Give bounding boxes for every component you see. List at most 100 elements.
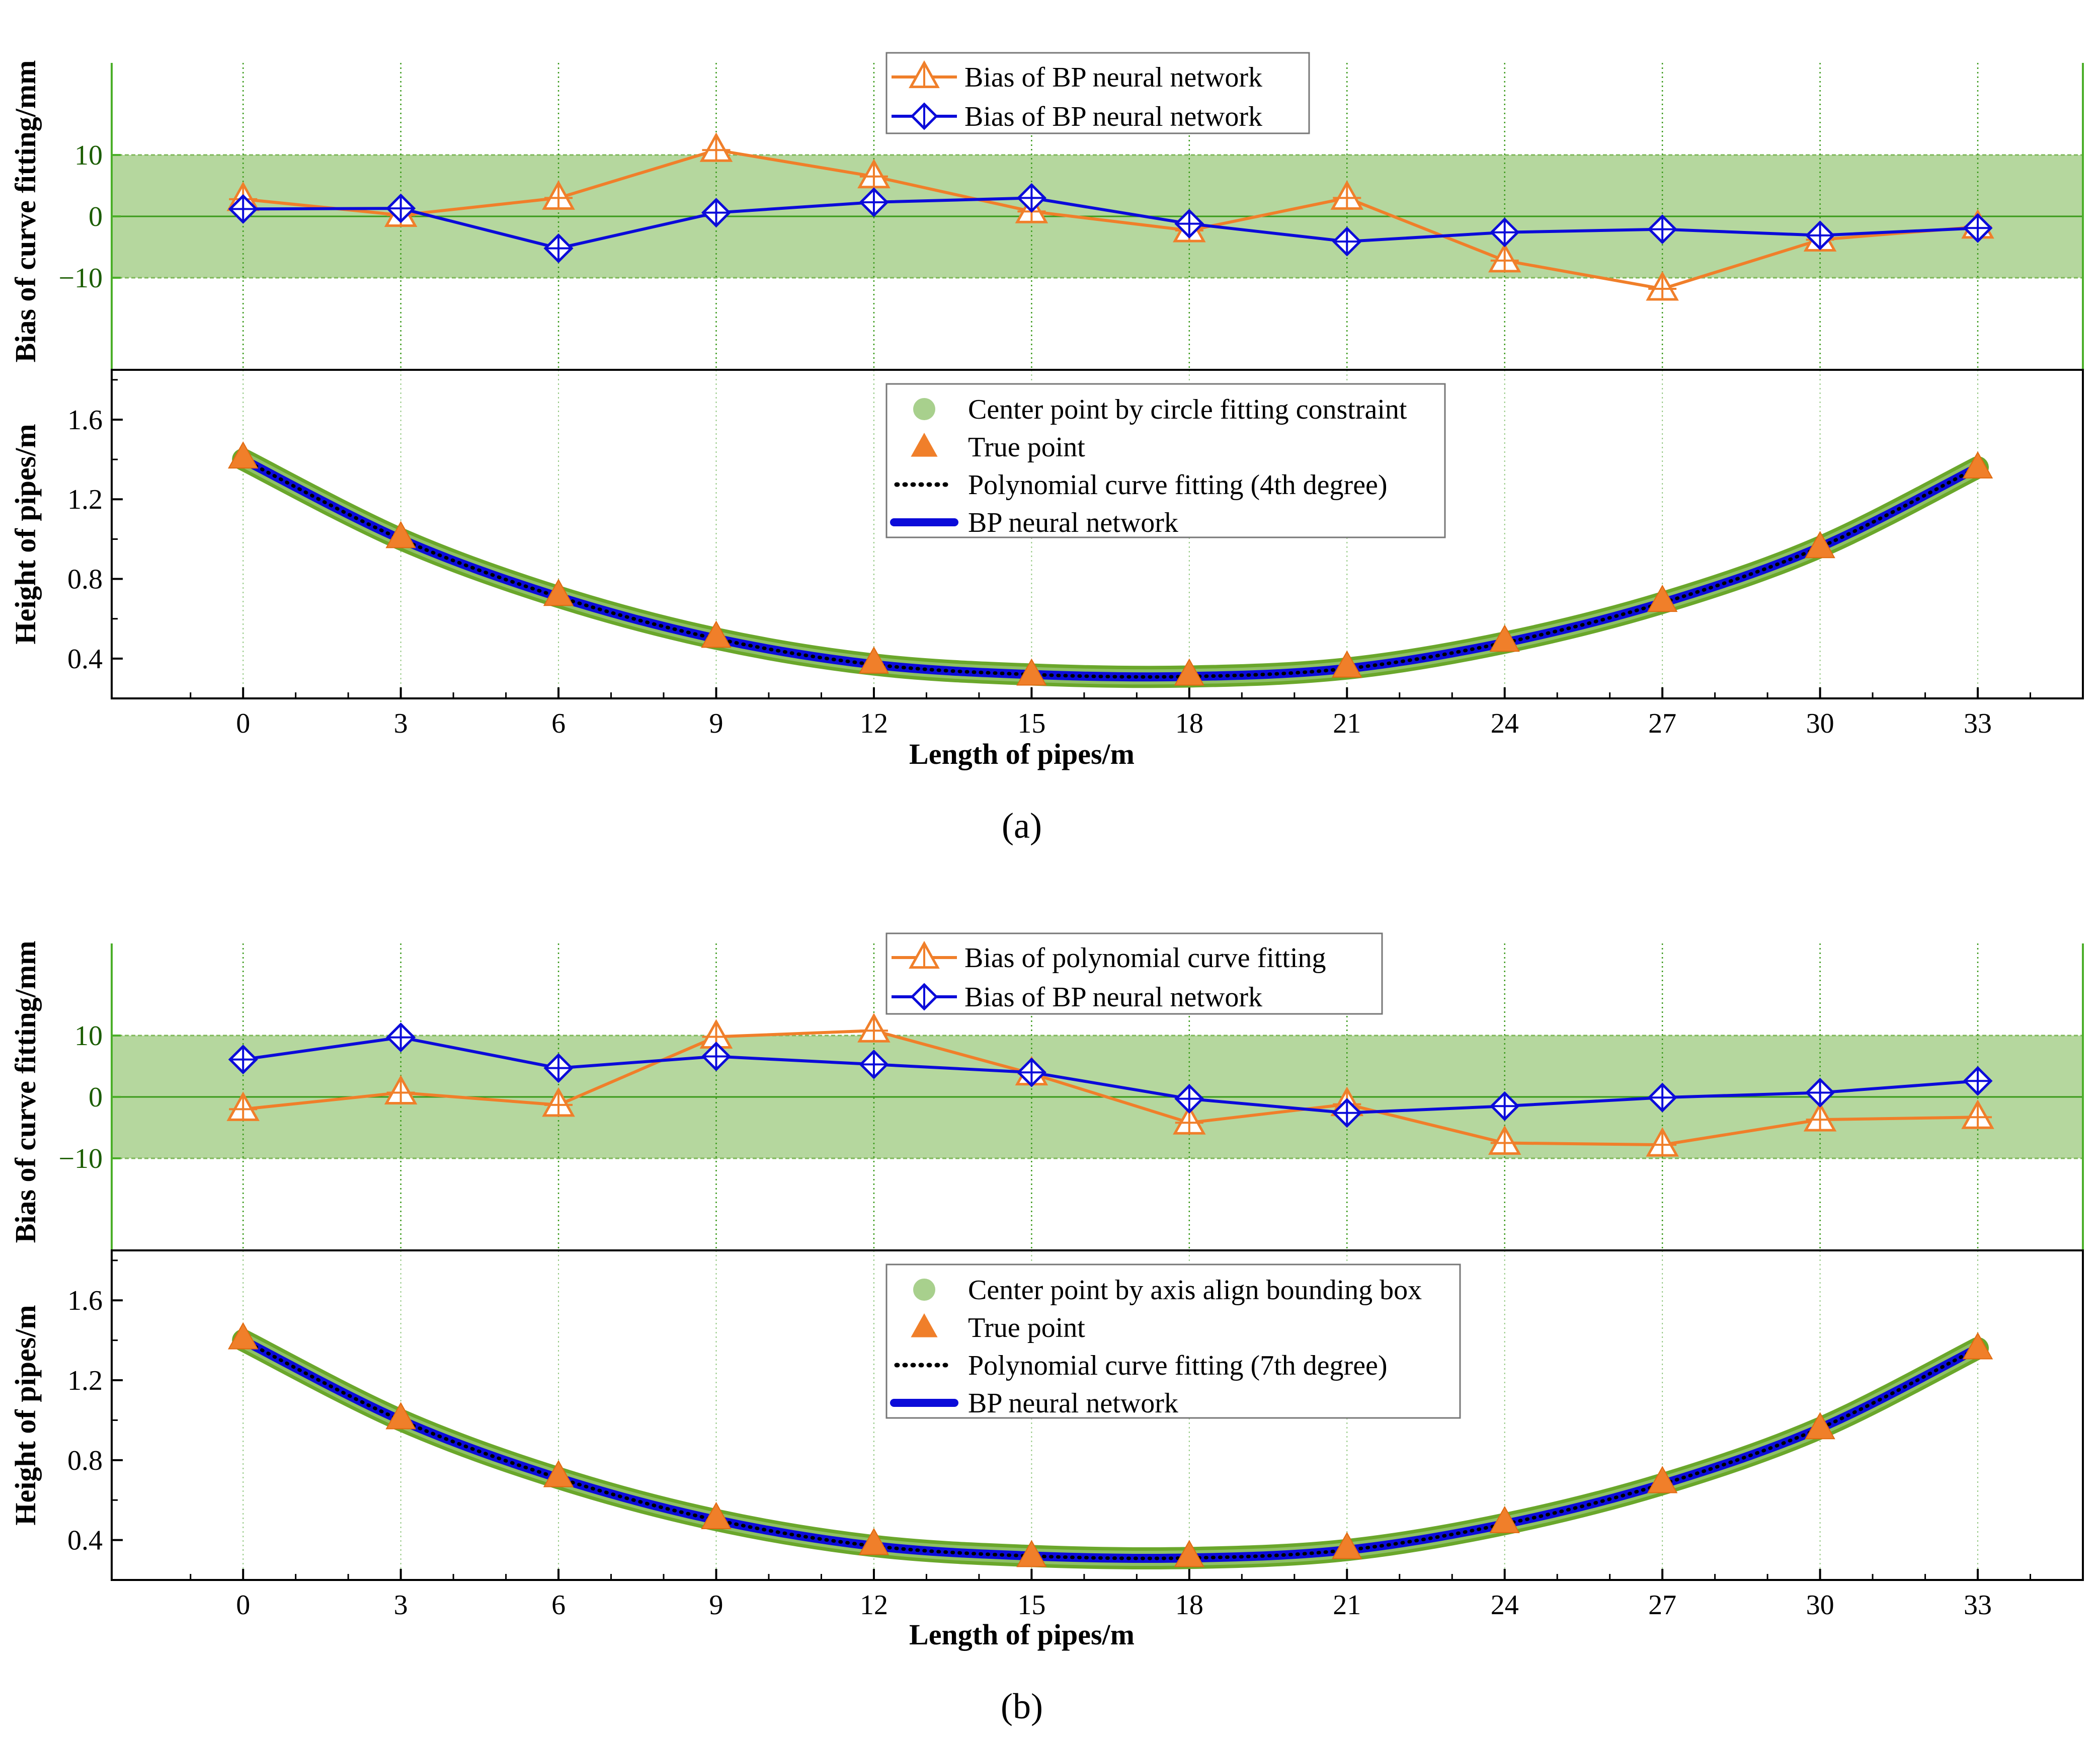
polynomial-fit-curve bbox=[241, 1338, 1980, 1560]
true-point-marker bbox=[701, 1501, 732, 1529]
panel-a: 10 0 −10 Bias of curve fitting/mm Bias of BP… bbox=[9, 52, 2084, 846]
true-point-marker bbox=[543, 1460, 574, 1487]
true-point-marker bbox=[1332, 1532, 1362, 1559]
bottom-x-tick-label: 6 bbox=[551, 708, 566, 739]
bottom-x-tick-label: 12 bbox=[860, 1590, 888, 1621]
series-line-orange bbox=[243, 1029, 1978, 1147]
true-point-marker bbox=[385, 521, 416, 548]
bottom-y-tick-label: 0.8 bbox=[67, 564, 103, 595]
legend-center-point-swatch bbox=[913, 398, 935, 420]
top-legend-label: Bias of BP neural network bbox=[964, 982, 1262, 1013]
top-legend-label: Bias of BP neural network bbox=[964, 62, 1262, 93]
bottom-legend-label: True point bbox=[968, 432, 1085, 463]
bottom-x-tick-label: 0 bbox=[236, 708, 250, 739]
top-y-tick-label: 0 bbox=[89, 201, 103, 232]
panel-b: 10 0 −10 Bias of curve fitting/mm Bias of po… bbox=[9, 932, 2084, 1726]
bottom-legend-label: Center point by axis align bounding box bbox=[968, 1275, 1422, 1306]
true-point-marker bbox=[1805, 531, 1835, 559]
bottom-y-tick-label: 0.4 bbox=[67, 1525, 103, 1556]
x-axis-title: Length of pipes/m bbox=[909, 738, 1135, 770]
bottom-x-tick-label: 9 bbox=[709, 1590, 723, 1621]
bottom-x-tick-label: 33 bbox=[1964, 708, 1992, 739]
bottom-legend-label: Polynomial curve fitting (4th degree) bbox=[968, 469, 1388, 501]
series-line-blue bbox=[243, 1036, 1978, 1115]
bottom-y-tick-label: 1.2 bbox=[67, 484, 103, 515]
true-point-marker bbox=[1489, 1506, 1520, 1533]
polynomial-fit-curve bbox=[241, 457, 1980, 679]
bottom-legend-label: True point bbox=[968, 1312, 1085, 1343]
bottom-x-tick-label: 27 bbox=[1648, 1590, 1676, 1621]
bottom-x-tick-label: 21 bbox=[1333, 1590, 1361, 1621]
bottom-legend-label: BP neural network bbox=[968, 507, 1178, 538]
bottom-x-tick-label: 30 bbox=[1806, 708, 1834, 739]
bottom-x-tick-label: 6 bbox=[551, 1590, 566, 1621]
bottom-x-tick-label: 3 bbox=[394, 1590, 408, 1621]
true-point-marker bbox=[227, 441, 259, 469]
true-point-marker bbox=[1016, 658, 1047, 686]
true-point-marker bbox=[1174, 1540, 1205, 1567]
true-point-marker bbox=[385, 1402, 416, 1430]
bottom-x-tick-label: 18 bbox=[1175, 708, 1203, 739]
bottom-x-tick-label: 21 bbox=[1333, 708, 1361, 739]
bottom-y-tick-label: 1.2 bbox=[67, 1365, 103, 1396]
legend-true-point-swatch bbox=[911, 433, 938, 457]
bottom-legend-label: BP neural network bbox=[968, 1388, 1178, 1419]
bottom-y-tick-label: 1.6 bbox=[67, 1285, 103, 1316]
bottom-legend-label: Polynomial curve fitting (7th degree) bbox=[968, 1350, 1388, 1381]
bottom-y-tick-label: 1.6 bbox=[67, 405, 103, 436]
top-y-tick-label: 10 bbox=[74, 1020, 103, 1052]
top-y-tick-label: −10 bbox=[58, 263, 103, 294]
bottom-y-axis-title: Height of pipes/m bbox=[9, 1305, 42, 1525]
series-line-blue bbox=[243, 196, 1978, 250]
true-point-marker bbox=[1174, 658, 1205, 686]
true-point-marker bbox=[1647, 585, 1678, 612]
top-y-tick-label: −10 bbox=[58, 1143, 103, 1174]
true-point-marker bbox=[1647, 1466, 1678, 1493]
bottom-x-tick-label: 9 bbox=[709, 708, 723, 739]
true-point-marker bbox=[227, 1322, 259, 1350]
bottom-x-tick-label: 33 bbox=[1964, 1590, 1992, 1621]
top-legend-label: Bias of BP neural network bbox=[964, 101, 1262, 132]
true-point-marker bbox=[1332, 650, 1362, 678]
top-legend-box bbox=[885, 52, 1310, 134]
bottom-x-tick-label: 0 bbox=[236, 1590, 250, 1621]
top-legend-box bbox=[885, 932, 1383, 1015]
true-point-marker bbox=[543, 579, 574, 606]
true-point-marker bbox=[701, 620, 732, 648]
true-point-marker bbox=[1016, 1540, 1047, 1567]
true-point-marker bbox=[1489, 624, 1520, 652]
bottom-y-axis-title: Height of pipes/m bbox=[9, 424, 42, 644]
bottom-x-tick-label: 24 bbox=[1491, 708, 1519, 739]
bottom-x-tick-label: 15 bbox=[1017, 708, 1045, 739]
x-axis-title: Length of pipes/m bbox=[909, 1618, 1135, 1651]
true-point-marker bbox=[1962, 1332, 1993, 1360]
bottom-plot-frame bbox=[111, 1249, 2084, 1581]
true-point-marker bbox=[1962, 451, 1993, 479]
bottom-legend-box bbox=[885, 1263, 1461, 1419]
top-y-tick-label: 0 bbox=[89, 1082, 103, 1113]
bottom-y-tick-label: 0.8 bbox=[67, 1445, 103, 1476]
top-y-axis-title: Bias of curve fitting/mm bbox=[9, 941, 42, 1243]
top-legend-label: Bias of polynomial curve fitting bbox=[964, 942, 1326, 974]
bottom-x-tick-label: 27 bbox=[1648, 708, 1676, 739]
top-y-tick-label: 10 bbox=[74, 140, 103, 171]
true-point-marker bbox=[858, 646, 890, 674]
panel-caption: (b) bbox=[1001, 1686, 1043, 1726]
bottom-y-tick-label: 0.4 bbox=[67, 644, 103, 675]
bottom-x-tick-label: 24 bbox=[1491, 1590, 1519, 1621]
bottom-plot-frame bbox=[111, 369, 2084, 699]
legend-true-point-swatch bbox=[911, 1313, 938, 1337]
true-point-marker bbox=[858, 1528, 890, 1555]
top-y-axis-title: Bias of curve fitting/mm bbox=[9, 60, 42, 363]
panel-caption: (a) bbox=[1002, 806, 1042, 846]
legend-center-point-swatch bbox=[913, 1279, 935, 1301]
bottom-x-tick-label: 18 bbox=[1175, 1590, 1203, 1621]
bottom-x-tick-label: 12 bbox=[860, 708, 888, 739]
bottom-x-tick-label: 15 bbox=[1017, 1590, 1045, 1621]
bottom-x-tick-label: 30 bbox=[1806, 1590, 1834, 1621]
bottom-x-tick-label: 3 bbox=[394, 708, 408, 739]
true-point-marker bbox=[1805, 1412, 1835, 1440]
series-line-orange bbox=[243, 148, 1978, 291]
bottom-legend-box bbox=[885, 383, 1446, 538]
